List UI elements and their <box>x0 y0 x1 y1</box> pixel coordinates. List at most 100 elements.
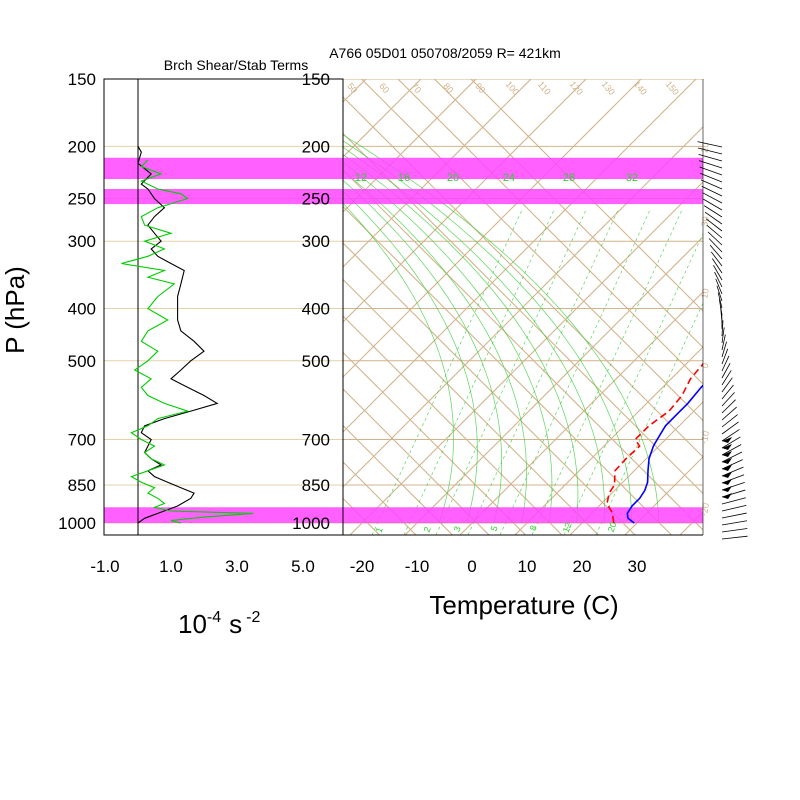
wind-barb <box>701 185 723 197</box>
isotherm <box>343 126 703 488</box>
wind-barb <box>721 520 748 526</box>
right-edge-label: 20 <box>699 142 711 154</box>
wind-barb-pennant <box>722 493 732 499</box>
wind-barb <box>703 198 723 211</box>
wind-barb <box>707 231 723 246</box>
skew-t-highlight-bands <box>343 157 703 523</box>
mixing-ratio-low-label: 1 <box>374 526 385 534</box>
left-pressure-label: 1000 <box>58 514 96 533</box>
wind-barb-pennant <box>722 458 732 464</box>
mixing-ratio-low-label: 3 <box>452 525 463 533</box>
mixing-ratio-low-label: 2 <box>422 525 433 533</box>
moist-adiabat <box>343 190 478 524</box>
wind-barb <box>721 451 743 463</box>
right-edge-label: 10 <box>699 288 711 300</box>
mixing-ratio-label: 20 <box>447 172 459 184</box>
wind-barb <box>721 334 726 351</box>
left-x-tick-label: -1.0 <box>90 557 119 576</box>
wind-barb <box>721 421 739 435</box>
wind-barb <box>715 278 723 295</box>
left-pressure-label: 300 <box>68 232 96 251</box>
dry-adiabat <box>470 79 703 312</box>
y-axis-label: P (hPa) <box>0 266 30 354</box>
mixing-ratio-label: 28 <box>563 172 575 184</box>
wind-barb <box>721 399 736 414</box>
left-pressure-label: 500 <box>68 352 96 371</box>
moist-adiabat <box>343 161 553 524</box>
skew-t-pressure-label: 400 <box>302 300 330 319</box>
wind-barb <box>721 512 747 519</box>
moist-adiabat <box>343 179 502 524</box>
dry-adiabat <box>343 315 563 535</box>
moist-adiabat <box>343 134 660 524</box>
mixing-ratio-label: 12 <box>355 172 367 184</box>
mixing-ratio-low-label: 20 <box>606 521 619 534</box>
moist-adiabat <box>343 140 632 523</box>
mixing-ratio-label: 16 <box>398 172 410 184</box>
wind-barb <box>721 535 748 540</box>
wind-barb <box>703 205 723 218</box>
stability-term-line <box>121 159 254 524</box>
wind-barb <box>721 341 727 358</box>
wind-barb <box>721 459 743 470</box>
left-pressure-label: 400 <box>68 300 96 319</box>
highlight-band <box>104 188 343 205</box>
moist-adiabat <box>343 202 454 524</box>
left-x-tick-label: 3.0 <box>225 557 249 576</box>
wind-barb <box>721 444 742 456</box>
left-pressure-label: 150 <box>68 70 96 89</box>
dry-adiabat-label: 70 <box>409 81 423 95</box>
isotherm <box>343 79 642 378</box>
wind-barb <box>721 436 741 449</box>
left-pressure-label: 250 <box>68 190 96 209</box>
x-unit-symbol-exponent: -2 <box>246 609 260 626</box>
wind-barb <box>714 271 723 288</box>
temperature-tick-label: 0 <box>467 557 476 576</box>
wind-barb <box>721 528 748 533</box>
dry-adiabat <box>360 79 703 422</box>
temperature-tick-label: 10 <box>518 557 537 576</box>
shear-term-line <box>137 146 219 524</box>
skew-t-pressure-label: 500 <box>302 352 330 371</box>
isotherm <box>404 236 703 535</box>
right-edge-label: -10 <box>699 430 711 445</box>
skew-t-pressure-label: 300 <box>302 232 330 251</box>
temperature-tick-label: -20 <box>350 557 375 576</box>
skew-t-title: A766 05D01 050708/2059 R= 421km <box>329 45 561 61</box>
wind-barb <box>721 406 737 421</box>
wind-barb-pennant <box>722 472 732 478</box>
wind-barb <box>721 355 730 372</box>
wind-barb-pennant <box>722 465 732 471</box>
wind-barb <box>721 320 724 337</box>
wind-barb <box>708 238 723 253</box>
left-x-axis-label: 10-4 s -2 <box>178 609 260 639</box>
dry-adiabat <box>343 96 703 458</box>
wind-barb <box>711 258 723 274</box>
temperature-tick-label: 20 <box>573 557 592 576</box>
wind-barb <box>721 370 732 386</box>
shear-stability-panel: -1.0 1.0 3.0 5.0 150 200 250 300 400 500 700 850 10… <box>0 57 344 639</box>
wind-barb <box>721 466 744 477</box>
wind-barb-pennant <box>722 444 732 450</box>
skew-t-pressure-label: 1000 <box>292 514 330 533</box>
skew-t-pressure-labels: 150 200 250 300 400 500 700 850 1000 <box>292 70 330 533</box>
wind-barb-pennant <box>722 437 732 443</box>
wind-barb-pennant <box>722 486 732 492</box>
left-y-tick-labels: 150 200 250 300 400 500 700 850 1000 <box>58 70 96 533</box>
wind-barb <box>709 244 723 260</box>
wind-barb <box>706 224 723 239</box>
right-edge-label: 0 <box>700 362 711 369</box>
dry-adiabat <box>343 242 636 535</box>
wind-barb <box>705 218 723 232</box>
dry-adiabat <box>397 79 703 385</box>
wind-barb <box>700 173 723 183</box>
highlight-band <box>343 157 703 180</box>
mixing-ratio-label: 32 <box>626 172 638 184</box>
wind-barbs <box>697 141 748 540</box>
temperature-tick-labels: -20 -10 0 10 20 30 <box>350 557 647 576</box>
wind-barb <box>716 285 723 302</box>
x-unit-exponent: -4 <box>207 609 221 626</box>
dry-adiabat-label: 80 <box>441 81 455 95</box>
